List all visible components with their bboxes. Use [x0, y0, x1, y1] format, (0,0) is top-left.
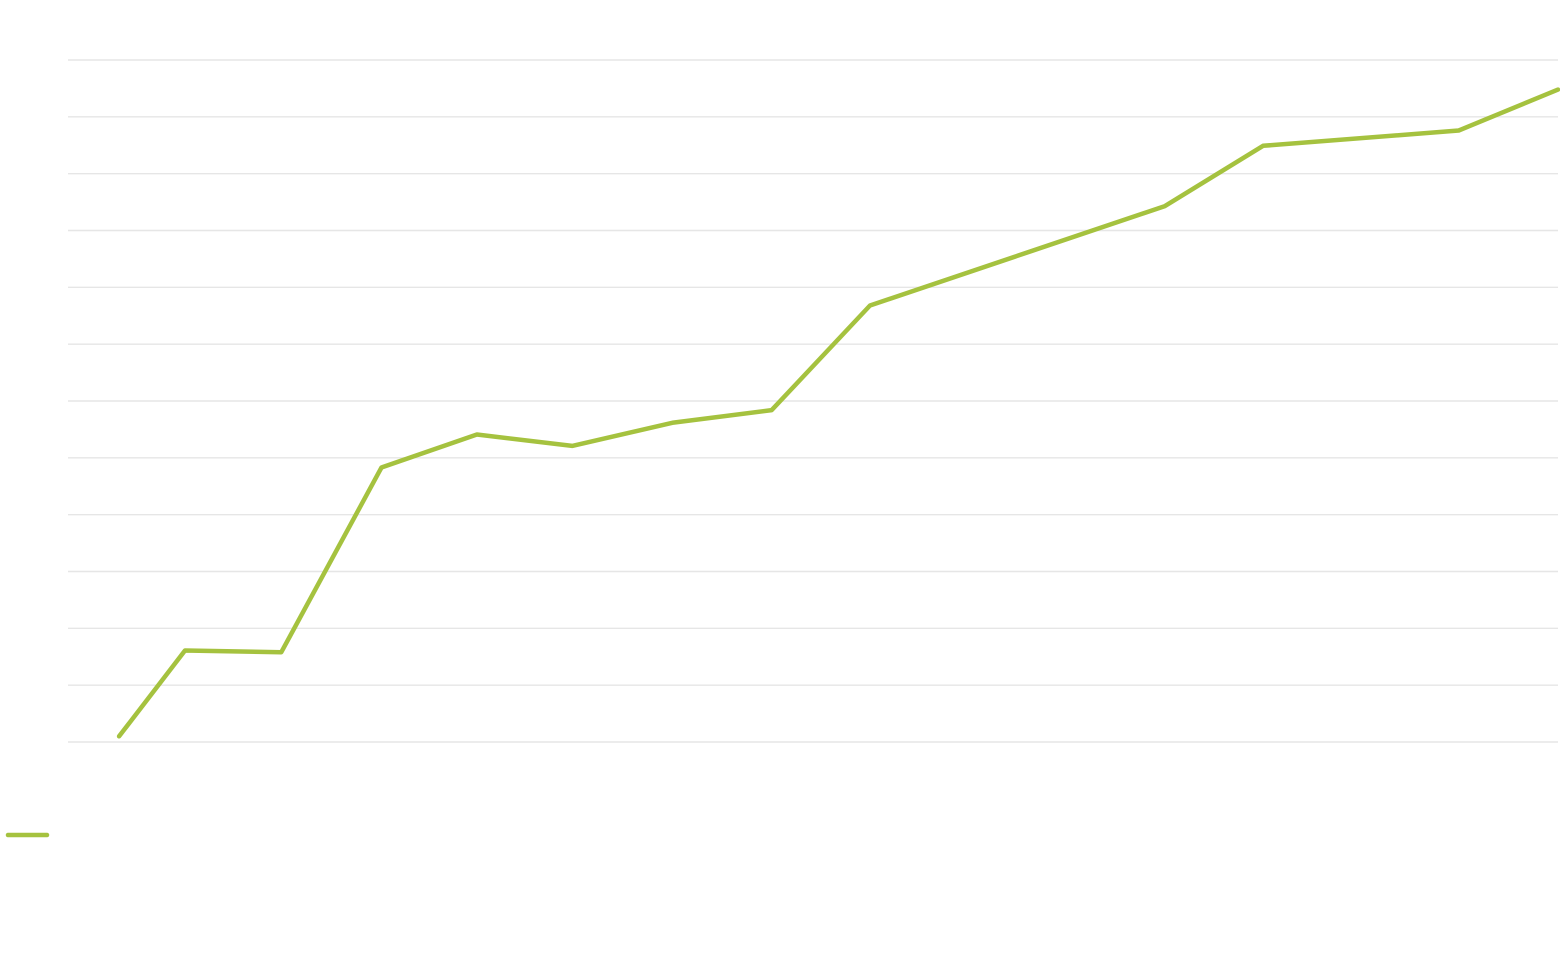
series-layer	[116, 87, 1560, 739]
gridlines	[68, 59, 1558, 743]
series-line-0	[116, 87, 1560, 739]
